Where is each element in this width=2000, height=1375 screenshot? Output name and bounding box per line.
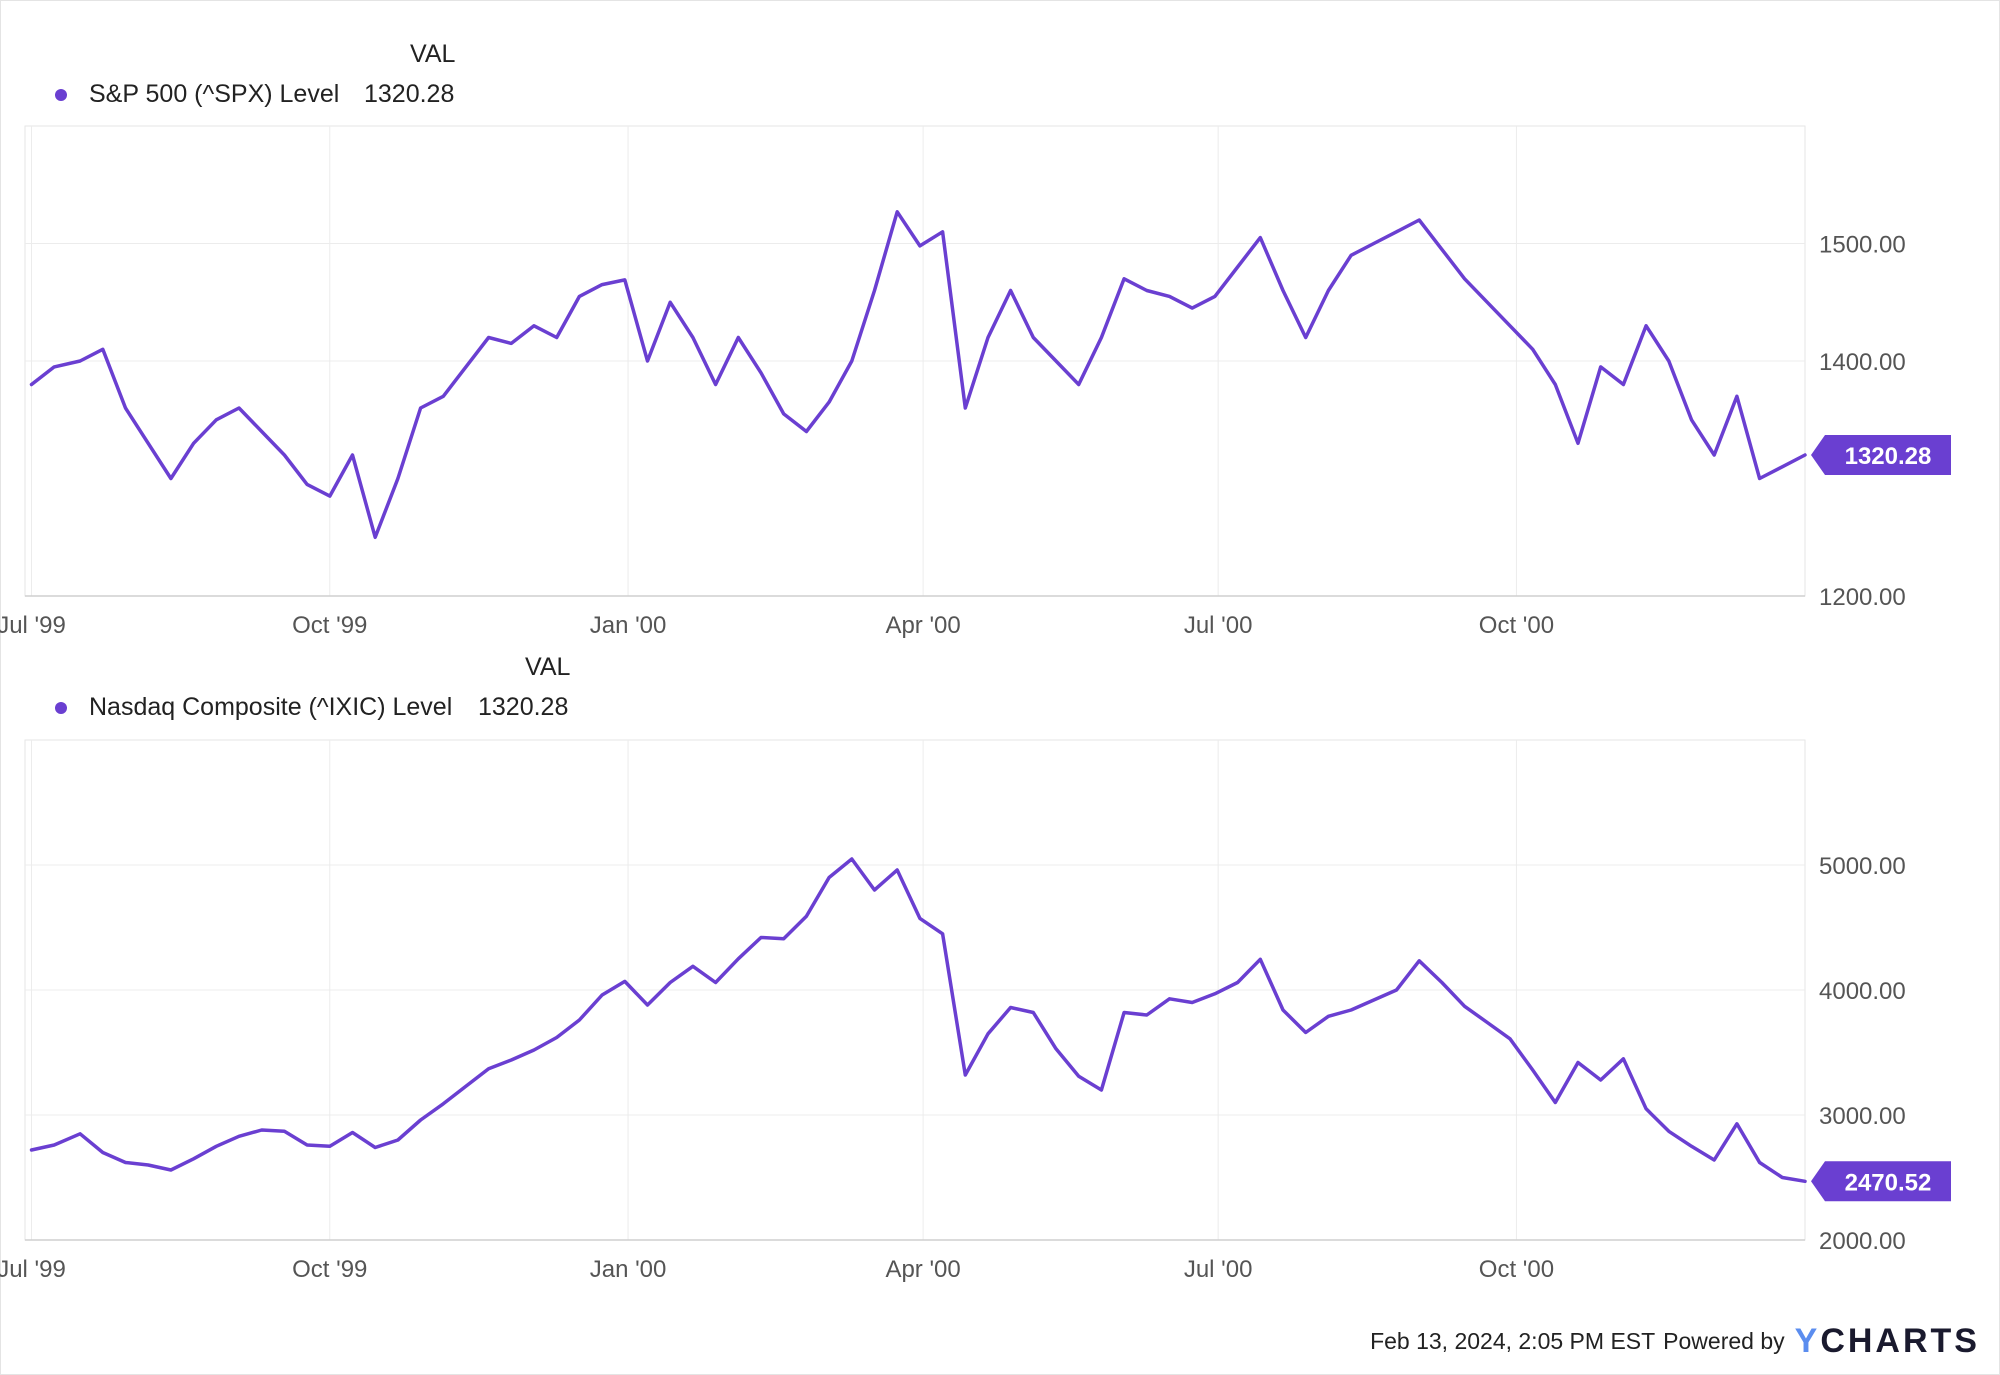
spx-series-dot — [55, 88, 67, 101]
ixic-x-tick-label: Jul '00 — [1184, 1256, 1253, 1283]
spx-y-tick-label: 1500.00 — [1819, 232, 1906, 259]
ixic-x-tick-label: Oct '99 — [292, 1256, 367, 1283]
spx-x-tick-label: Apr '00 — [885, 612, 960, 639]
spx-x-tick-label: Oct '99 — [292, 612, 367, 639]
spx-y-tick-label: 1200.00 — [1819, 584, 1906, 611]
ixic-series-dot — [55, 701, 67, 714]
ixic-x-tick-label: Oct '00 — [1479, 1256, 1554, 1283]
ixic-series-name: Nasdaq Composite (^IXIC) Level — [89, 693, 453, 721]
footer-timestamp: Feb 13, 2024, 2:05 PM EST — [1370, 1328, 1656, 1354]
ixic-legend-header: VAL — [525, 653, 571, 681]
ixic-x-tick-label: Apr '00 — [885, 1256, 960, 1283]
spx-series-line — [29, 210, 1807, 540]
ixic-legend-value: 1320.28 — [478, 693, 569, 721]
spx-x-tick-label: Jan '00 — [590, 612, 667, 639]
spx-series-name: S&P 500 (^SPX) Level — [89, 80, 340, 108]
ixic-end-label-badge — [1811, 1161, 1951, 1202]
footer-powered-by: Powered by — [1663, 1328, 1785, 1354]
ixic-legend-item[interactable]: Nasdaq Composite (^IXIC) Level — [55, 693, 452, 722]
ixic-y-tick-label: 4000.00 — [1819, 978, 1906, 1005]
spx-legend-header: VAL — [410, 40, 456, 68]
ixic-y-tick-label: 3000.00 — [1819, 1103, 1906, 1130]
spx-x-tick-label: Oct '00 — [1479, 612, 1554, 639]
ixic-y-tick-label: 2000.00 — [1819, 1228, 1906, 1255]
spx-legend-value: 1320.28 — [364, 80, 455, 108]
ixic-x-tick-label: Jan '00 — [590, 1256, 667, 1283]
footer: Feb 13, 2024, 2:05 PM EST Powered by YCH… — [1370, 1322, 1980, 1361]
spx-y-tick-label: 1400.00 — [1819, 349, 1906, 376]
spx-end-label-badge — [1811, 435, 1951, 475]
ycharts-logo[interactable]: YCHARTS — [1794, 1322, 1980, 1360]
spx-legend-item[interactable]: S&P 500 (^SPX) Level — [55, 80, 339, 109]
ixic-y-tick-label: 5000.00 — [1819, 853, 1906, 880]
spx-end-label-text: 1320.28 — [1845, 443, 1932, 470]
ixic-x-tick-label: Jul '99 — [0, 1256, 66, 1283]
ixic-end-label-text: 2470.52 — [1845, 1169, 1932, 1196]
spx-x-tick-label: Jul '99 — [0, 612, 66, 639]
ixic-series-line — [29, 857, 1807, 1184]
spx-x-tick-label: Jul '00 — [1184, 612, 1253, 639]
